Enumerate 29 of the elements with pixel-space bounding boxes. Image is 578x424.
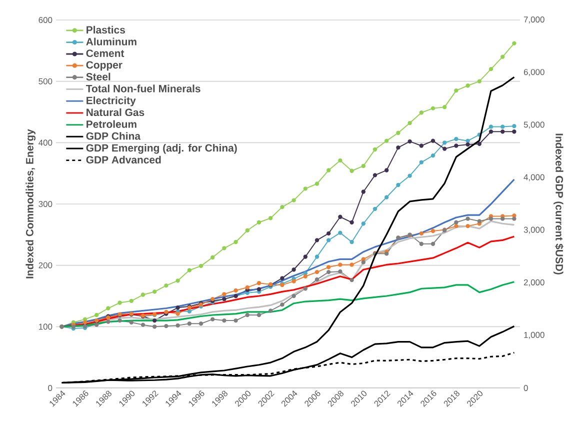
legend-label: Natural Gas (86, 108, 144, 116)
y2-axis-title: Indexed GDP (current $USD) (554, 134, 564, 274)
y-tick-label: 500 (38, 78, 52, 84)
y2-tick-label: 5,000 (524, 122, 544, 129)
y2-tick-label: 6,000 (524, 69, 544, 76)
y2-tick-label: 0 (524, 385, 528, 391)
legend-label: Copper (86, 61, 122, 71)
legend-label: Steel (86, 72, 110, 80)
y-axis-title: Indexed Commodities, Energy (26, 129, 36, 278)
y-tick-label: 400 (38, 140, 52, 146)
y-tick-label: 300 (38, 201, 52, 207)
legend-label: Petroleum (86, 120, 136, 128)
legend-label: Plastics (86, 26, 125, 34)
y-tick-label: 100 (38, 324, 52, 330)
y2-tick-label: 1,000 (524, 332, 544, 339)
legend-label: Aluminum (86, 38, 136, 46)
y2-tick-label: 3,000 (524, 226, 544, 234)
y2-tick-label: 7,000 (524, 16, 544, 24)
legend-label: Cement (86, 50, 124, 58)
y2-tick-label: 4,000 (524, 174, 544, 182)
legend-label: GDP Emerging (adj. for China) (86, 144, 237, 154)
legend-label: GDP Advanced (86, 156, 161, 164)
legend-label: Total Non-fuel Minerals (86, 84, 200, 92)
legend-label: GDP China (86, 132, 141, 140)
legend-label: Electricity (86, 96, 136, 106)
y2-tick-label: 2,000 (524, 279, 544, 286)
y-tick-label: 0 (48, 385, 52, 391)
y-tick-label: 600 (38, 17, 52, 23)
y-tick-label: 200 (38, 262, 52, 268)
